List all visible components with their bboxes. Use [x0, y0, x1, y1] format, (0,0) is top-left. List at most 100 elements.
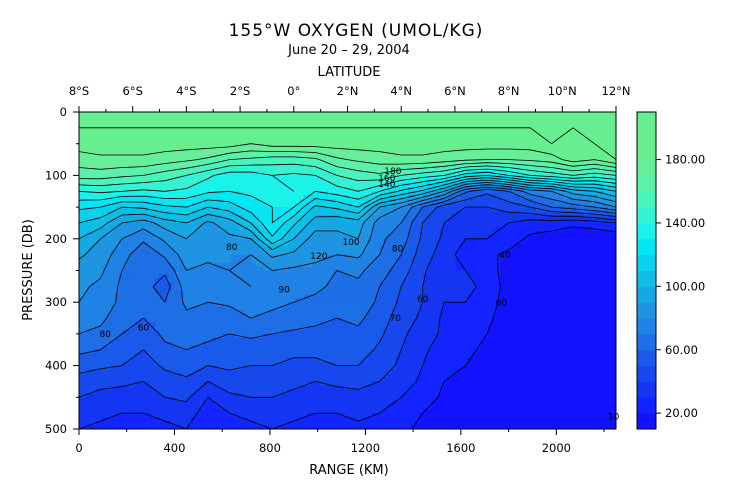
field-cell [467, 123, 473, 129]
field-cell [207, 199, 212, 204]
field-cell [271, 207, 276, 212]
field-cell [83, 175, 88, 180]
field-cell [359, 246, 365, 252]
field-cell [211, 203, 216, 208]
field-cell [435, 135, 441, 141]
field-cell [91, 112, 96, 117]
field-cell [207, 207, 212, 212]
field-cell [203, 163, 208, 169]
field-cell [523, 163, 529, 169]
field-cell [423, 203, 429, 208]
field-cell [163, 119, 168, 125]
field-cell [247, 135, 252, 141]
field-cell [267, 112, 272, 117]
field-cell [343, 143, 349, 149]
field-cell [543, 119, 549, 125]
field-cell [455, 171, 461, 176]
field-cell [375, 151, 381, 157]
field-cell [319, 222, 325, 228]
field-cell [395, 139, 401, 145]
field-cell [387, 183, 393, 188]
field-cell [215, 112, 220, 117]
field-cell [419, 191, 425, 196]
field-cell [115, 211, 120, 216]
field-cell [555, 167, 561, 173]
field-cell [515, 199, 521, 204]
field-cell [543, 183, 549, 188]
field-cell [87, 211, 92, 216]
field-cell [271, 131, 276, 137]
field-cell [591, 163, 597, 169]
field-cell [151, 159, 156, 165]
field-cell [91, 135, 96, 141]
field-cell [435, 222, 441, 228]
field-cell [527, 187, 533, 192]
field-cell [527, 199, 533, 204]
field-cell [295, 183, 301, 188]
field-cell [475, 135, 481, 141]
field-cell [91, 123, 96, 129]
field-cell [95, 242, 100, 248]
field-cell [203, 250, 208, 256]
field-cell [207, 234, 212, 240]
field-cell [499, 242, 505, 248]
field-cell [555, 179, 561, 184]
field-cell [451, 171, 457, 176]
field-cell [379, 151, 385, 157]
field-cell [287, 163, 292, 169]
field-cell [91, 254, 96, 260]
field-cell [483, 254, 489, 260]
field-cell [259, 222, 264, 228]
field-cell [531, 171, 537, 176]
field-cell [491, 207, 497, 212]
field-cell [275, 163, 280, 169]
field-cell [483, 242, 489, 248]
field-cell [391, 175, 397, 180]
field-cell [559, 179, 565, 184]
field-cell [415, 218, 421, 224]
field-cell [115, 254, 120, 260]
field-cell [259, 187, 264, 192]
field-cell [427, 254, 433, 260]
field-cell [515, 222, 521, 228]
field-cell [519, 207, 525, 212]
field-cell [431, 155, 437, 161]
field-cell [191, 159, 196, 165]
field-cell [223, 187, 228, 192]
field-cell [339, 199, 345, 204]
field-cell [519, 234, 525, 240]
field-cell [231, 167, 236, 173]
field-cell [571, 250, 577, 256]
field-cell [371, 230, 377, 236]
field-cell [371, 135, 377, 141]
field-cell [147, 187, 152, 192]
field-cell [303, 171, 309, 176]
field-cell [571, 143, 577, 149]
field-cell [371, 167, 377, 173]
field-cell [339, 151, 345, 157]
field-cell [231, 215, 236, 220]
field-cell [403, 234, 409, 240]
field-cell [139, 215, 144, 220]
field-cell [491, 143, 497, 149]
field-cell [315, 211, 321, 216]
field-cell [115, 258, 120, 264]
field-cell [171, 242, 176, 248]
field-cell [235, 112, 240, 117]
field-cell [351, 191, 357, 196]
field-cell [267, 179, 272, 184]
field-cell [451, 211, 457, 216]
field-cell [587, 163, 593, 169]
field-cell [299, 135, 305, 141]
field-cell [107, 226, 112, 232]
field-cell [403, 254, 409, 260]
field-cell [507, 167, 513, 173]
field-cell [423, 246, 429, 252]
field-cell [495, 127, 501, 133]
field-cell [223, 183, 228, 188]
field-cell [147, 155, 152, 161]
field-cell [355, 222, 361, 228]
field-cell [279, 115, 284, 121]
field-cell [203, 115, 208, 121]
field-cell [95, 195, 100, 200]
